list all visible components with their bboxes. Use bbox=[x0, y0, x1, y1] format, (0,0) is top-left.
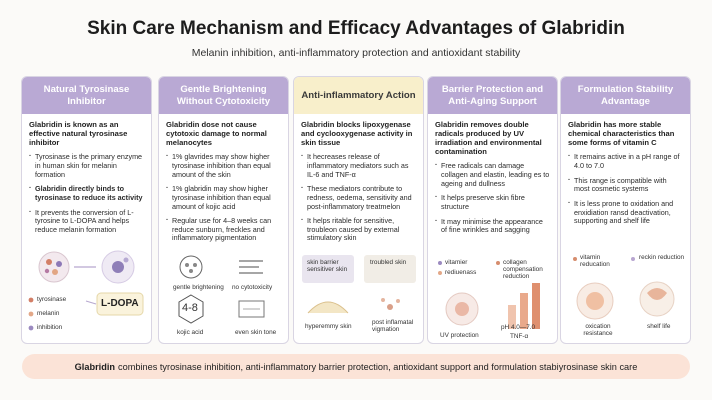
column-title: Gentle Brightening Without Cytotoxicity bbox=[159, 77, 288, 114]
column-barrier-protection: Barrier Protection and Anti-Aging Suppor… bbox=[427, 76, 558, 344]
column-title: Natural Tyrosinase Inhibitor bbox=[22, 77, 151, 114]
chart-bar bbox=[508, 305, 516, 329]
icon-label: shelf life bbox=[647, 323, 671, 330]
icon-label: no cytotoxicity bbox=[232, 284, 273, 291]
column-title: Barrier Protection and Anti-Aging Suppor… bbox=[428, 77, 557, 114]
bullet-item: Free radicals can damage collagen and el… bbox=[435, 161, 550, 188]
legend-label: vitamier bbox=[445, 259, 468, 266]
icon-label: post inflamatal vigmation bbox=[372, 319, 414, 334]
bullet-item: It hecreases release of inflammatory med… bbox=[301, 152, 416, 179]
bullet-item: 1% glabridin may show higher tyrosinase … bbox=[166, 184, 281, 211]
icon-label: kojic acid bbox=[177, 329, 204, 336]
bullet-item: Tyrosinase is the primary enzyme in huma… bbox=[29, 152, 144, 179]
column-title: Formulation Stability Advantage bbox=[561, 77, 690, 114]
column-lead: Glabridin has more stable chemical chara… bbox=[568, 120, 675, 148]
bottom-label: TNF-α bbox=[510, 333, 529, 340]
gentle-brightening-icon bbox=[179, 255, 203, 279]
bullet-item: Glabridin directly binds to tyrosinase t… bbox=[29, 184, 144, 202]
brightening-icons: 4-8 gentle brightening no cytotoxicity k… bbox=[159, 253, 288, 343]
skin-barrier-icon bbox=[302, 255, 354, 283]
page-subtitle: Melanin inhibition, anti-inflammatory pr… bbox=[191, 47, 521, 59]
vitamin-legend-icon bbox=[573, 257, 577, 261]
legend-label: vitamin reducation bbox=[580, 254, 610, 269]
tyrosinase-dot-icon bbox=[28, 297, 34, 303]
column-lead: Glabridin dose not cause cytotoxic damag… bbox=[166, 120, 267, 148]
kojic-acid-icon bbox=[178, 294, 204, 324]
stability-illustration: vitamin reducation reckin reduction oxic… bbox=[561, 247, 690, 343]
page-title: Skin Care Mechanism and Efficacy Advanta… bbox=[87, 18, 625, 39]
bullet-item: 1% glavrides may show higher tyrosinase … bbox=[166, 152, 281, 179]
bullet-item: It helps preserve skin fibre structure bbox=[435, 193, 550, 211]
column-lead: Glabridin removes double radicals produc… bbox=[435, 120, 542, 157]
chart-bar bbox=[532, 283, 540, 329]
summary-text: combines tyrosinase inhibition, anti-inf… bbox=[117, 361, 638, 372]
legend-label: collagen compensation reduction bbox=[503, 259, 543, 281]
icon-label: skin barrier sensitiver skin bbox=[307, 259, 348, 274]
legend-melanin: melanin bbox=[37, 310, 60, 317]
bottom-label: UV protection bbox=[440, 332, 479, 339]
icon-label: troubled skin bbox=[370, 259, 407, 266]
vitamin-legend-icon bbox=[438, 261, 442, 265]
kojic-number: 4-8 bbox=[182, 302, 198, 314]
bullet-item: It may minimise the appearance of fine w… bbox=[435, 217, 550, 235]
no-cytotoxicity-icon bbox=[239, 260, 263, 274]
column-title: Anti-inflammatory Action bbox=[294, 77, 423, 114]
bullet-item: It is less prone to oxidation and enxidi… bbox=[568, 199, 683, 226]
hyperemia-skin-icon bbox=[307, 301, 349, 314]
bullet-item: Regular use for 4–8 weeks can reduce sun… bbox=[166, 216, 281, 243]
pigmentation-icon bbox=[387, 304, 393, 310]
skin-condition-icons: skin barrier sensitiver skin troubled sk… bbox=[294, 251, 423, 343]
bullet-item: This range is compatible with most cosme… bbox=[568, 176, 683, 194]
legend-label: reckin reduction bbox=[639, 254, 685, 261]
summary-banner: Glabridin combines tyrosinase inhibition… bbox=[22, 354, 690, 379]
bullet-item: It helps ritable for sensitive, troubleo… bbox=[301, 216, 416, 243]
reckin-legend-icon bbox=[631, 257, 635, 261]
bullet-item: It prevents the conversion of L-tyrosine… bbox=[29, 208, 144, 235]
troubled-skin-icon bbox=[364, 255, 416, 283]
bullet-item: It remains active in a pH range of 4.0 t… bbox=[568, 152, 683, 170]
tyrosinase-illustration: tyrosinase melanin inhibition L-DOPA bbox=[22, 247, 151, 343]
column-tyrosinase-inhibitor: Natural Tyrosinase Inhibitor Glabridin i… bbox=[21, 76, 152, 344]
melanin-dot-icon bbox=[28, 311, 34, 317]
icon-label: oxication resistance bbox=[583, 323, 613, 338]
column-anti-inflammatory: Anti-inflammatory Action Glabridin block… bbox=[293, 76, 424, 344]
column-lead: Glabridin is known as an effective natur… bbox=[29, 120, 128, 148]
chart-bar bbox=[520, 293, 528, 329]
icon-label: even skin tone bbox=[235, 329, 277, 336]
enzyme-graphic bbox=[28, 250, 144, 331]
legend-inhibition: inhibition bbox=[37, 324, 63, 331]
inhibition-dot-icon bbox=[28, 325, 34, 331]
column-gentle-brightening: Gentle Brightening Without Cytotoxicity … bbox=[158, 76, 289, 344]
redness-legend-icon bbox=[438, 271, 442, 275]
legend-tyrosinase: tyrosinase bbox=[37, 296, 67, 303]
legend-label: rediuenass bbox=[445, 269, 477, 276]
bullet-item: These mediators contribute to redness, o… bbox=[301, 184, 416, 211]
antioxidant-illustration: vitamier rediuenass collagen compensatio… bbox=[428, 253, 557, 343]
icon-label: gentle brightening bbox=[173, 284, 224, 291]
ldopa-label: L-DOPA bbox=[101, 298, 139, 309]
column-formulation-stability: Formulation Stability Advantage Glabridi… bbox=[560, 76, 691, 344]
column-lead: Glabridin blocks lipoxygenase and cycloo… bbox=[301, 120, 413, 148]
summary-strong: Glabridin bbox=[74, 361, 115, 372]
even-skin-tone-icon bbox=[238, 300, 265, 318]
bottom-label: pH 4.0—7.0 bbox=[501, 324, 536, 331]
icon-label: hyperemmy skin bbox=[305, 323, 352, 330]
collagen-legend-icon bbox=[496, 261, 500, 265]
